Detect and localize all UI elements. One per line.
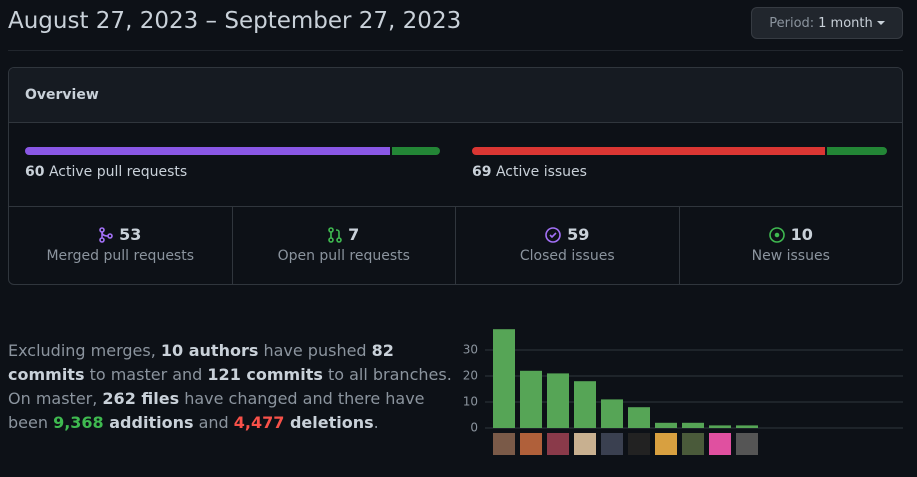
issue-count: 69	[472, 164, 492, 180]
period-button[interactable]: Period: 1 month	[751, 7, 903, 39]
avatar	[655, 433, 677, 455]
bar	[520, 370, 542, 428]
stat-cell[interactable]: 59 Closed issues	[455, 207, 679, 284]
stat-value: 59	[567, 225, 590, 244]
summary-text: have changed and there have been	[8, 389, 425, 432]
issue-summary[interactable]: 69 Active issues	[472, 164, 587, 180]
bar	[547, 373, 569, 428]
stat-row: 53 Merged pull requests 7 Open pull requ…	[9, 206, 903, 284]
open-segment	[391, 147, 440, 155]
summary-text: 262 files	[102, 389, 180, 408]
summary-text: 4,477	[233, 413, 285, 432]
overview-header: Overview	[9, 68, 902, 123]
bar	[628, 407, 650, 428]
stat-value: 53	[119, 225, 142, 244]
issue-label: Active issues	[495, 164, 587, 180]
issue-icon	[768, 226, 785, 243]
closed-segment	[472, 147, 826, 155]
pr-label: Active pull requests	[48, 164, 188, 180]
avatar	[628, 433, 650, 455]
summary-text: deletions	[284, 413, 374, 432]
stat-label: Closed issues	[519, 248, 615, 264]
bar	[736, 425, 758, 428]
summary-text: to all branches. On master,	[8, 365, 452, 408]
summary-text: 10 authors	[160, 341, 259, 360]
period-label: Period:	[769, 15, 815, 31]
bar	[601, 399, 623, 428]
summary-text: have pushed	[258, 341, 372, 360]
bar	[574, 381, 596, 428]
summary-text: to master and	[84, 365, 208, 384]
commit-chart: 0 10 20 30	[463, 329, 903, 455]
pr-summary[interactable]: 60 Active pull requests	[25, 164, 187, 180]
new-segment	[827, 147, 887, 155]
stat-label: Open pull requests	[277, 248, 410, 264]
issue-bar	[472, 147, 887, 155]
summary-text: and	[193, 413, 234, 432]
avatar	[736, 433, 758, 455]
merge-icon	[99, 226, 113, 243]
period-value: 1 month	[818, 15, 873, 31]
bar	[493, 329, 515, 428]
y-tick-label: 0	[470, 421, 478, 435]
avatar	[574, 433, 596, 455]
merged-segment	[25, 147, 390, 155]
stat-cell[interactable]: 53 Merged pull requests	[9, 207, 232, 284]
summary-text: 82 commits	[8, 341, 394, 384]
bar	[655, 422, 677, 428]
stat-label: Merged pull requests	[46, 248, 195, 264]
commit-summary: Excluding merges, 10 authors have pushed…	[8, 339, 453, 435]
bar	[682, 422, 704, 428]
y-tick-label: 10	[463, 395, 478, 409]
summary-text: .	[373, 413, 379, 432]
stat-value: 10	[790, 225, 813, 244]
summary-text: additions	[103, 413, 194, 432]
avatar	[709, 433, 731, 455]
avatar	[493, 433, 515, 455]
stat-cell[interactable]: 7 Open pull requests	[231, 207, 456, 284]
page-title: August 27, 2023 – September 27, 2023	[8, 8, 462, 34]
pr-bar	[25, 147, 440, 155]
overview-title: Overview	[25, 87, 99, 103]
y-tick-label: 30	[463, 343, 478, 357]
caret	[876, 21, 885, 25]
summary-text: 121 commits	[207, 365, 323, 384]
stat-label: New issues	[751, 248, 830, 264]
divider	[8, 50, 903, 51]
bar	[709, 425, 731, 428]
pr-count: 60	[25, 164, 45, 180]
summary-text: Excluding merges,	[8, 341, 161, 360]
y-tick-label: 20	[463, 369, 478, 383]
stat-value: 7	[348, 225, 360, 244]
avatar	[520, 433, 542, 455]
pr-icon	[328, 226, 342, 243]
avatar	[682, 433, 704, 455]
avatar	[601, 433, 623, 455]
overview-box: Overview 60 Active pull requests 69 Acti…	[8, 67, 903, 285]
closed-icon	[545, 226, 561, 243]
summary-text: 9,368	[53, 413, 104, 432]
avatar	[547, 433, 569, 455]
stat-cell[interactable]: 10 New issues	[678, 207, 903, 284]
